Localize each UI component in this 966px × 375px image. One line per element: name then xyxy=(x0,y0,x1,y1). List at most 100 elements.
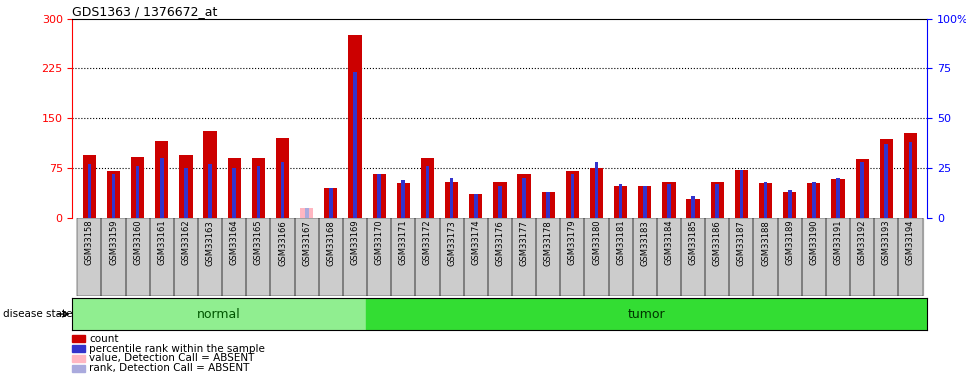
Bar xyxy=(378,174,381,217)
Bar xyxy=(126,217,150,296)
Bar xyxy=(759,183,772,218)
Bar xyxy=(826,217,850,296)
Text: GSM33192: GSM33192 xyxy=(858,220,867,266)
Text: GSM33188: GSM33188 xyxy=(761,220,770,266)
Bar xyxy=(536,217,560,296)
Text: GSM33177: GSM33177 xyxy=(520,220,528,266)
Bar xyxy=(270,217,295,296)
Bar xyxy=(72,364,85,372)
Bar xyxy=(788,190,791,217)
Bar xyxy=(560,217,584,296)
Bar xyxy=(300,208,313,218)
Bar xyxy=(112,174,115,217)
Bar xyxy=(440,217,464,296)
Text: GSM33176: GSM33176 xyxy=(496,220,504,266)
Bar xyxy=(281,162,284,218)
Bar xyxy=(633,217,657,296)
Bar xyxy=(657,217,681,296)
Text: GSM33167: GSM33167 xyxy=(302,220,311,266)
Bar xyxy=(440,217,464,296)
Bar xyxy=(512,217,536,296)
Text: GSM33174: GSM33174 xyxy=(471,220,480,266)
Text: GSM33162: GSM33162 xyxy=(182,220,190,266)
Text: GSM33186: GSM33186 xyxy=(713,220,722,266)
Bar xyxy=(415,217,440,296)
Bar xyxy=(464,217,488,296)
Bar xyxy=(72,345,85,352)
Bar xyxy=(885,144,888,218)
Bar xyxy=(609,217,633,296)
Bar xyxy=(156,141,168,218)
Text: disease state: disease state xyxy=(3,309,72,319)
Bar xyxy=(349,35,361,218)
Bar xyxy=(808,183,820,218)
Text: GSM33179: GSM33179 xyxy=(568,220,577,266)
Bar xyxy=(523,178,526,218)
Text: GSM33184: GSM33184 xyxy=(665,220,673,266)
Bar xyxy=(469,194,482,217)
Bar xyxy=(246,217,270,296)
Bar xyxy=(590,168,603,217)
Bar xyxy=(812,182,815,218)
Text: GSM33159: GSM33159 xyxy=(109,220,118,266)
Bar xyxy=(904,133,917,218)
Bar xyxy=(325,188,337,218)
Bar xyxy=(295,217,319,296)
Bar xyxy=(687,199,699,217)
Bar xyxy=(474,194,477,217)
Text: GSM33161: GSM33161 xyxy=(157,220,166,266)
Bar xyxy=(126,217,150,296)
Bar xyxy=(668,184,670,218)
Bar xyxy=(421,158,434,218)
Bar xyxy=(222,217,246,296)
Text: GSM33193: GSM33193 xyxy=(882,220,891,266)
Bar xyxy=(880,140,893,218)
Bar xyxy=(150,217,174,296)
Bar xyxy=(343,217,367,296)
Bar xyxy=(494,182,506,218)
Bar xyxy=(77,217,101,296)
Bar xyxy=(584,217,609,296)
Bar xyxy=(488,217,512,296)
Bar xyxy=(367,217,391,296)
Bar xyxy=(633,217,657,296)
Bar xyxy=(270,217,295,296)
Bar xyxy=(445,182,458,218)
Bar xyxy=(711,182,724,218)
Bar xyxy=(391,217,415,296)
Text: count: count xyxy=(90,334,119,344)
Bar xyxy=(518,174,530,217)
Bar xyxy=(160,158,163,218)
Text: GSM33190: GSM33190 xyxy=(810,220,818,266)
Bar xyxy=(367,217,391,296)
Bar xyxy=(753,217,778,296)
Bar xyxy=(88,164,91,218)
Bar xyxy=(101,217,126,296)
Bar xyxy=(826,217,850,296)
Bar xyxy=(639,186,651,218)
Bar xyxy=(319,217,343,296)
Bar xyxy=(131,156,144,218)
Bar xyxy=(397,183,410,218)
Bar xyxy=(856,159,868,218)
Bar xyxy=(343,217,367,296)
Bar xyxy=(450,178,453,218)
Text: rank, Detection Call = ABSENT: rank, Detection Call = ABSENT xyxy=(90,363,250,373)
Bar xyxy=(595,162,598,218)
Bar xyxy=(391,217,415,296)
Bar xyxy=(909,142,912,218)
Bar xyxy=(198,217,222,296)
Bar xyxy=(107,171,120,217)
Text: GSM33181: GSM33181 xyxy=(616,220,625,266)
Text: GSM33191: GSM33191 xyxy=(834,220,842,266)
Text: GSM33187: GSM33187 xyxy=(737,220,746,266)
Text: normal: normal xyxy=(197,308,241,321)
Bar xyxy=(764,182,767,218)
Bar xyxy=(802,217,826,296)
Bar xyxy=(136,166,139,218)
Text: GSM33178: GSM33178 xyxy=(544,220,553,266)
Bar xyxy=(536,217,560,296)
Bar xyxy=(426,166,429,218)
Bar xyxy=(657,217,681,296)
Bar xyxy=(222,217,246,296)
